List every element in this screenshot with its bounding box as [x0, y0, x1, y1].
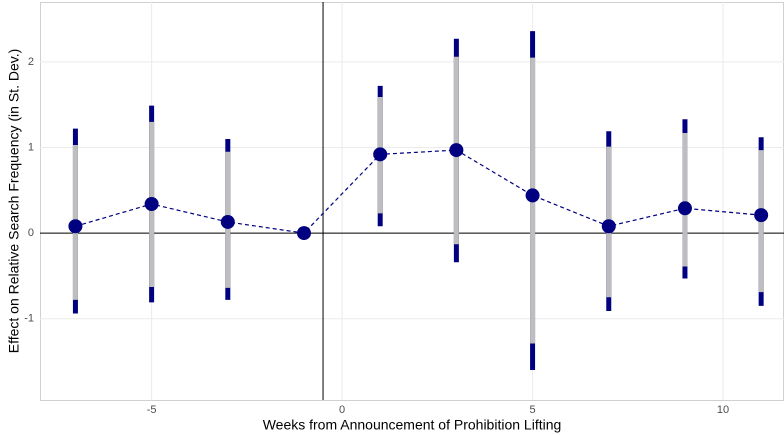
y-tick-label: -1 — [24, 313, 34, 325]
estimate-line — [75, 149, 762, 234]
x-tick-label: 10 — [717, 404, 729, 416]
point — [373, 147, 388, 162]
x-tick-label: 0 — [339, 404, 345, 416]
x-tick-label: -5 — [147, 404, 157, 416]
y-tick-label: 0 — [28, 227, 34, 239]
y-tick-label: 1 — [28, 141, 34, 153]
point — [525, 188, 540, 203]
point — [677, 201, 692, 216]
x-axis-title: Weeks from Announcement of Prohibition L… — [263, 417, 562, 433]
y-tick-label: 2 — [28, 56, 34, 68]
point — [601, 219, 616, 234]
point — [68, 219, 83, 234]
point — [449, 143, 464, 158]
y-axis-title: Effect on Relative Search Frequency (in … — [6, 49, 22, 354]
point — [144, 196, 159, 211]
point — [297, 226, 311, 241]
x-tick-label: 5 — [530, 404, 536, 416]
point — [220, 214, 235, 229]
point — [754, 208, 769, 223]
